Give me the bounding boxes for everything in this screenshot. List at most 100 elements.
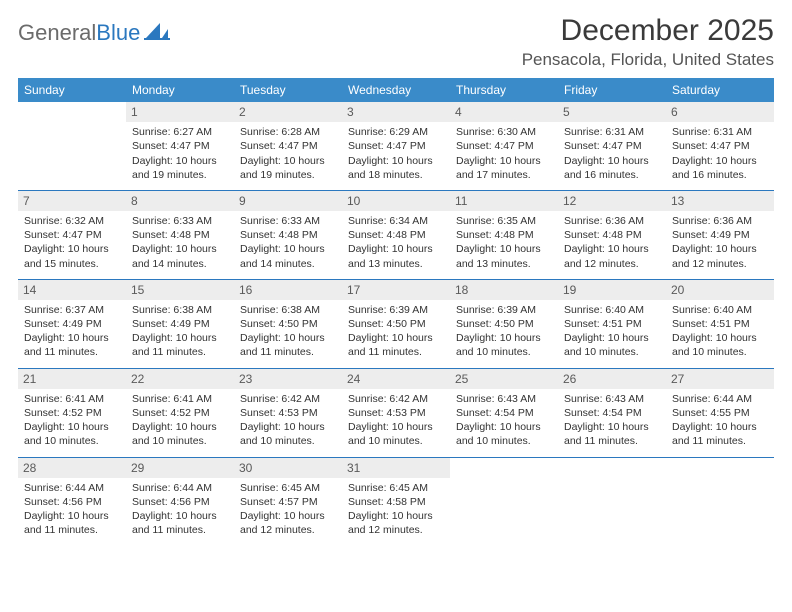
daylight-text: and 13 minutes.	[348, 257, 444, 271]
daylight-text: and 10 minutes.	[456, 345, 552, 359]
day-number: 9	[234, 191, 342, 211]
calendar-week: 7Sunrise: 6:32 AMSunset: 4:47 PMDaylight…	[18, 190, 774, 279]
daylight-text: and 11 minutes.	[24, 345, 120, 359]
sunrise-text: Sunrise: 6:45 AM	[240, 481, 336, 495]
daylight-text: Daylight: 10 hours	[672, 154, 768, 168]
sunset-text: Sunset: 4:53 PM	[240, 406, 336, 420]
daylight-text: Daylight: 10 hours	[456, 154, 552, 168]
daylight-text: and 11 minutes.	[672, 434, 768, 448]
sunset-text: Sunset: 4:50 PM	[348, 317, 444, 331]
day-number: 14	[18, 280, 126, 300]
daylight-text: and 10 minutes.	[24, 434, 120, 448]
daylight-text: Daylight: 10 hours	[348, 154, 444, 168]
daylight-text: and 10 minutes.	[240, 434, 336, 448]
calendar-cell: 30Sunrise: 6:45 AMSunset: 4:57 PMDayligh…	[234, 457, 342, 545]
sunset-text: Sunset: 4:51 PM	[564, 317, 660, 331]
calendar-cell: 9Sunrise: 6:33 AMSunset: 4:48 PMDaylight…	[234, 190, 342, 279]
sunrise-text: Sunrise: 6:28 AM	[240, 125, 336, 139]
calendar-cell: 7Sunrise: 6:32 AMSunset: 4:47 PMDaylight…	[18, 190, 126, 279]
calendar-cell: 26Sunrise: 6:43 AMSunset: 4:54 PMDayligh…	[558, 368, 666, 457]
day-number: 10	[342, 191, 450, 211]
day-number: 12	[558, 191, 666, 211]
sunrise-text: Sunrise: 6:42 AM	[348, 392, 444, 406]
calendar-cell	[558, 457, 666, 545]
day-number: 22	[126, 369, 234, 389]
sunset-text: Sunset: 4:57 PM	[240, 495, 336, 509]
month-title: December 2025	[522, 14, 774, 48]
sunrise-text: Sunrise: 6:39 AM	[348, 303, 444, 317]
daylight-text: and 16 minutes.	[564, 168, 660, 182]
sunset-text: Sunset: 4:51 PM	[672, 317, 768, 331]
calendar-cell: 25Sunrise: 6:43 AMSunset: 4:54 PMDayligh…	[450, 368, 558, 457]
daylight-text: Daylight: 10 hours	[24, 420, 120, 434]
title-block: December 2025 Pensacola, Florida, United…	[522, 14, 774, 70]
calendar-cell: 27Sunrise: 6:44 AMSunset: 4:55 PMDayligh…	[666, 368, 774, 457]
day-number: 31	[342, 458, 450, 478]
daylight-text: Daylight: 10 hours	[240, 242, 336, 256]
day-header: Monday	[126, 78, 234, 102]
daylight-text: Daylight: 10 hours	[132, 242, 228, 256]
daylight-text: Daylight: 10 hours	[456, 420, 552, 434]
sunset-text: Sunset: 4:47 PM	[132, 139, 228, 153]
daylight-text: and 14 minutes.	[240, 257, 336, 271]
day-number: 28	[18, 458, 126, 478]
daylight-text: Daylight: 10 hours	[24, 242, 120, 256]
sunrise-text: Sunrise: 6:36 AM	[672, 214, 768, 228]
sunset-text: Sunset: 4:47 PM	[672, 139, 768, 153]
daylight-text: and 11 minutes.	[132, 523, 228, 537]
daylight-text: Daylight: 10 hours	[240, 331, 336, 345]
sunset-text: Sunset: 4:56 PM	[132, 495, 228, 509]
daylight-text: Daylight: 10 hours	[132, 420, 228, 434]
sunrise-text: Sunrise: 6:29 AM	[348, 125, 444, 139]
day-header: Tuesday	[234, 78, 342, 102]
calendar-cell: 1Sunrise: 6:27 AMSunset: 4:47 PMDaylight…	[126, 102, 234, 190]
sunset-text: Sunset: 4:47 PM	[456, 139, 552, 153]
sunset-text: Sunset: 4:49 PM	[132, 317, 228, 331]
daylight-text: Daylight: 10 hours	[672, 331, 768, 345]
daylight-text: and 11 minutes.	[348, 345, 444, 359]
sunrise-text: Sunrise: 6:34 AM	[348, 214, 444, 228]
calendar-cell: 20Sunrise: 6:40 AMSunset: 4:51 PMDayligh…	[666, 279, 774, 368]
daylight-text: Daylight: 10 hours	[240, 420, 336, 434]
daylight-text: and 11 minutes.	[564, 434, 660, 448]
day-number: 3	[342, 102, 450, 122]
day-number: 27	[666, 369, 774, 389]
day-number: 18	[450, 280, 558, 300]
daylight-text: and 11 minutes.	[240, 345, 336, 359]
calendar-cell: 14Sunrise: 6:37 AMSunset: 4:49 PMDayligh…	[18, 279, 126, 368]
sunset-text: Sunset: 4:49 PM	[24, 317, 120, 331]
sunrise-text: Sunrise: 6:43 AM	[456, 392, 552, 406]
daylight-text: Daylight: 10 hours	[348, 509, 444, 523]
calendar-header-row: SundayMondayTuesdayWednesdayThursdayFrid…	[18, 78, 774, 102]
day-number: 20	[666, 280, 774, 300]
day-header: Thursday	[450, 78, 558, 102]
sunrise-text: Sunrise: 6:42 AM	[240, 392, 336, 406]
sunrise-text: Sunrise: 6:40 AM	[564, 303, 660, 317]
daylight-text: and 14 minutes.	[132, 257, 228, 271]
logo-text: GeneralBlue	[18, 20, 140, 46]
calendar-week: 1Sunrise: 6:27 AMSunset: 4:47 PMDaylight…	[18, 102, 774, 190]
daylight-text: Daylight: 10 hours	[132, 331, 228, 345]
sunset-text: Sunset: 4:48 PM	[132, 228, 228, 242]
day-number: 21	[18, 369, 126, 389]
sunset-text: Sunset: 4:48 PM	[564, 228, 660, 242]
daylight-text: and 11 minutes.	[24, 523, 120, 537]
day-number: 1	[126, 102, 234, 122]
calendar-cell: 6Sunrise: 6:31 AMSunset: 4:47 PMDaylight…	[666, 102, 774, 190]
sunset-text: Sunset: 4:48 PM	[348, 228, 444, 242]
calendar-cell: 4Sunrise: 6:30 AMSunset: 4:47 PMDaylight…	[450, 102, 558, 190]
sunrise-text: Sunrise: 6:41 AM	[132, 392, 228, 406]
calendar-cell	[18, 102, 126, 190]
calendar-cell: 18Sunrise: 6:39 AMSunset: 4:50 PMDayligh…	[450, 279, 558, 368]
sunrise-text: Sunrise: 6:33 AM	[240, 214, 336, 228]
daylight-text: and 12 minutes.	[348, 523, 444, 537]
calendar-cell: 16Sunrise: 6:38 AMSunset: 4:50 PMDayligh…	[234, 279, 342, 368]
daylight-text: Daylight: 10 hours	[456, 331, 552, 345]
day-number: 24	[342, 369, 450, 389]
sunrise-text: Sunrise: 6:32 AM	[24, 214, 120, 228]
day-number: 8	[126, 191, 234, 211]
calendar-cell: 28Sunrise: 6:44 AMSunset: 4:56 PMDayligh…	[18, 457, 126, 545]
day-number: 11	[450, 191, 558, 211]
calendar-table: SundayMondayTuesdayWednesdayThursdayFrid…	[18, 78, 774, 545]
day-number: 17	[342, 280, 450, 300]
